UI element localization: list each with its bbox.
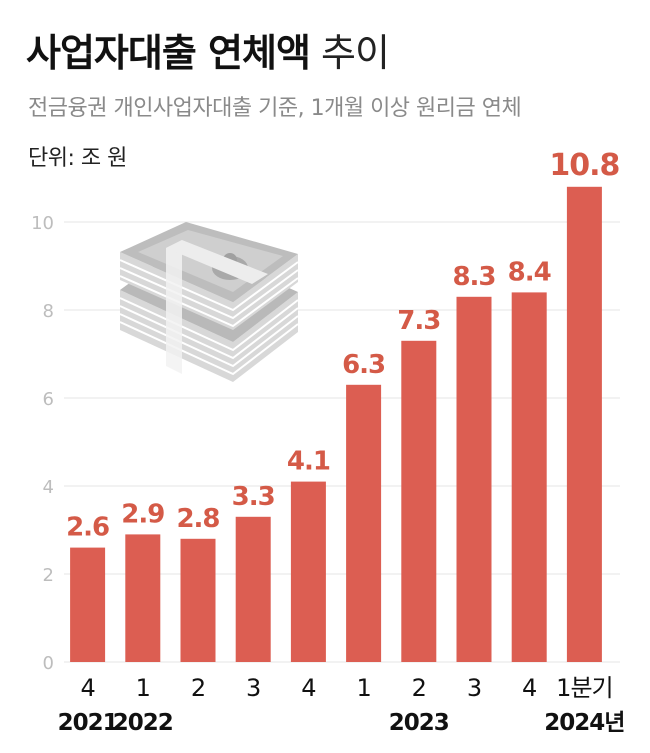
x-tick-label: 2 xyxy=(412,674,426,702)
data-label: 7.3 xyxy=(397,306,440,336)
chart-subtitle: 전금융권 개인사업자대출 기준, 1개월 이상 원리금 연체 xyxy=(28,96,522,121)
bar xyxy=(401,340,437,662)
unit-label: 단위: 조 원 xyxy=(28,146,127,171)
data-label: 6.3 xyxy=(342,350,385,380)
bar xyxy=(346,384,382,662)
x-tick-label: 4 xyxy=(80,674,94,702)
bar xyxy=(235,516,271,662)
bar xyxy=(290,481,326,662)
year-label: 2021 xyxy=(58,710,118,736)
bars xyxy=(70,186,602,663)
y-tick-label: 8 xyxy=(43,301,54,322)
x-tick-label: 1 xyxy=(136,674,150,702)
y-tick-label: 6 xyxy=(43,389,54,410)
year-label: 2023 xyxy=(389,710,449,736)
title-suffix: 추이 xyxy=(321,31,390,75)
data-label: 10.8 xyxy=(549,148,619,183)
data-label: 3.3 xyxy=(232,482,275,512)
bar xyxy=(125,534,161,662)
x-tick-label: 3 xyxy=(467,674,481,702)
bar xyxy=(180,538,216,662)
y-tick-label: 0 xyxy=(43,653,54,674)
y-tick-label: 4 xyxy=(43,477,54,498)
data-label: 8.3 xyxy=(452,262,495,292)
x-axis-ticks: 4 1 2 3 4 1 2 3 4 1분기 xyxy=(80,674,613,702)
chart-title: 사업자대출 연체액 추이 xyxy=(26,22,390,77)
y-tick-label: 2 xyxy=(43,565,54,586)
x-tick-label: 1 xyxy=(356,674,370,702)
data-label: 2.9 xyxy=(121,499,164,529)
data-labels: 2.6 2.9 2.8 3.3 4.1 6.3 7.3 8.3 8.4 10.8 xyxy=(66,148,620,543)
bar xyxy=(566,186,602,663)
bar xyxy=(70,547,106,662)
title-main: 사업자대출 연체액 xyxy=(26,31,311,75)
x-tick-label: 4 xyxy=(301,674,315,702)
x-tick-label: 4 xyxy=(522,674,536,702)
year-label: 2022 xyxy=(113,710,173,736)
data-label: 2.8 xyxy=(176,504,219,534)
x-tick-label: 1분기 xyxy=(556,674,612,702)
data-label: 8.4 xyxy=(508,257,551,287)
y-tick-label: 10 xyxy=(31,213,54,234)
year-label: 2024년 xyxy=(544,710,624,736)
bar xyxy=(511,292,547,662)
y-axis-ticks: 0 2 4 6 8 10 xyxy=(31,213,54,674)
data-label: 2.6 xyxy=(66,513,109,543)
bar xyxy=(456,296,492,662)
money-stack-icon xyxy=(119,222,299,382)
x-tick-label: 3 xyxy=(246,674,260,702)
data-label: 4.1 xyxy=(287,447,330,477)
x-tick-label: 2 xyxy=(191,674,205,702)
